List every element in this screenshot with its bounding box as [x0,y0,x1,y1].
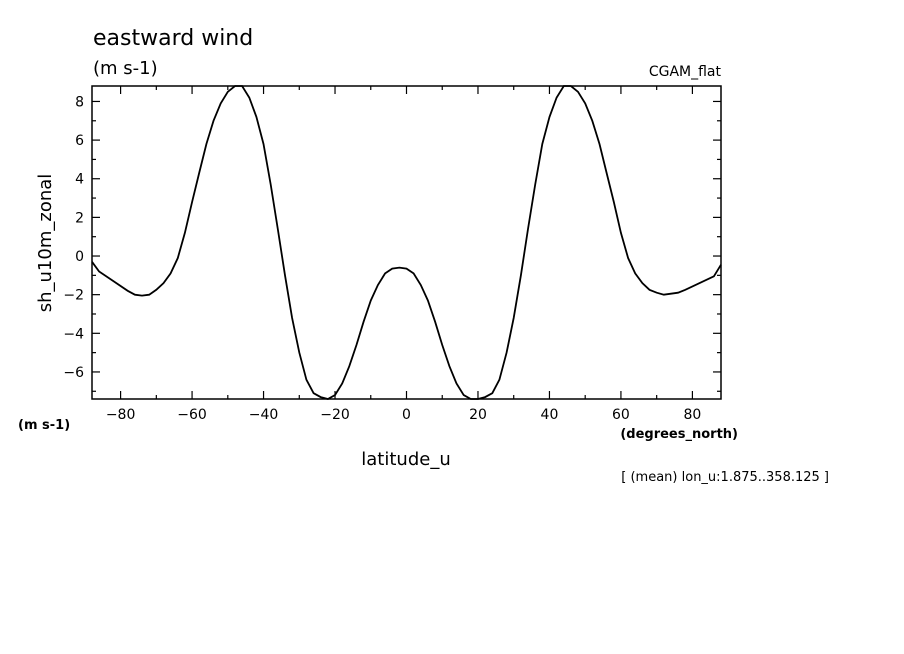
x-tick-label: 60 [612,407,630,423]
x-tick-label: 80 [683,407,701,423]
y-tick-label: 6 [75,133,84,149]
chart-title: eastward wind [93,26,253,51]
y-tick-label: −2 [63,288,84,304]
x-tick-label: −60 [177,407,207,423]
chart-title-units: (m s-1) [93,58,158,79]
x-tick-label: −80 [106,407,136,423]
x-tick-label: 0 [402,407,411,423]
x-tick-label: −40 [249,407,279,423]
x-tick-label: 20 [469,407,487,423]
dataset-label: CGAM_flat [649,64,722,80]
series-line [91,85,722,400]
y-tick-label: 2 [75,210,84,226]
x-axis-label: latitude_u [361,449,450,470]
y-tick-label: 4 [75,172,84,188]
y-tick-label: −6 [63,365,84,381]
x-axis-units: (degrees_north) [620,427,738,442]
y-axis-label: sh_u10m_zonal [35,174,56,313]
y-tick-label: 0 [75,249,84,265]
x-tick-label: −20 [320,407,350,423]
y-axis-units: (m s-1) [18,418,70,433]
averaging-note: [ (mean) lon_u:1.875..358.125 ] [621,470,829,485]
plot-frame [91,85,722,400]
axis-ticks [92,86,721,399]
y-tick-label: −4 [63,326,84,342]
x-tick-label: 40 [541,407,559,423]
y-tick-label: 8 [75,94,84,110]
